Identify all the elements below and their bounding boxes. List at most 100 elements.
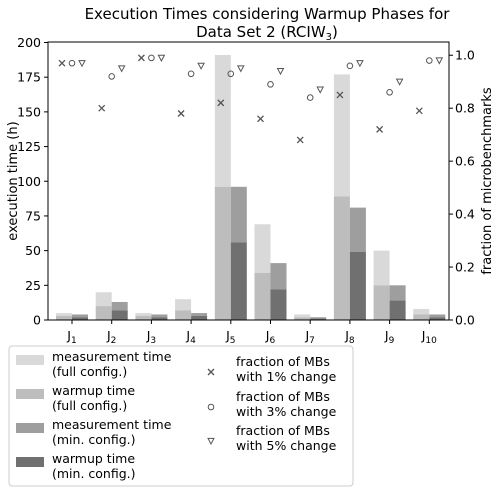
bar-full-measurement: [95, 292, 112, 307]
bar-full-warmup: [254, 272, 271, 320]
y2-tick-label: 0.4: [455, 207, 475, 222]
legend-swatch-full_warmup: [16, 389, 44, 399]
bar-full-warmup: [135, 315, 152, 320]
y2-axis-ticks: 0.0 0.2 0.4 0.6 0.8 1.0: [449, 48, 475, 328]
marker-p5: [197, 62, 205, 70]
marker-p3: [346, 62, 354, 70]
bar-min-warmup: [310, 318, 327, 320]
marker-p5: [157, 54, 166, 62]
marker-p1: [217, 99, 225, 107]
y-tick-label: 125: [17, 139, 41, 154]
y-tick-label: 75: [25, 208, 41, 223]
legend-marker-p1: [207, 368, 215, 376]
bar-min-measurement: [349, 207, 366, 253]
bar-full-warmup: [175, 310, 192, 320]
legend-label-min_warmup: (min. config.): [52, 466, 136, 481]
x-tick-label: J1: [66, 328, 76, 346]
y-axis-ticks: 0 25 50 75 100 125 150 175 200: [17, 35, 48, 328]
legend-label-min_measurement: measurement time: [52, 417, 172, 432]
x-tick-label: J2: [106, 328, 116, 346]
marker-p5: [395, 78, 404, 86]
marker-p3: [306, 94, 314, 101]
y-tick-label: 175: [17, 70, 41, 85]
chart-title-subscript: 3: [326, 32, 332, 43]
bar-full-warmup: [333, 196, 350, 320]
bar-min-warmup: [429, 317, 446, 320]
marker-p5: [117, 65, 126, 73]
legend-frame: [8, 345, 354, 487]
bar-min-measurement: [310, 317, 327, 319]
legend-label-min_measurement: (min. config.): [52, 432, 136, 447]
legend-swatch-min_measurement: [16, 423, 44, 433]
legend-label-p5: fraction of MBs: [236, 423, 330, 438]
bar-min-measurement: [429, 314, 446, 318]
x-tick-label: J9: [384, 328, 395, 346]
y-tick-label: 25: [25, 278, 41, 293]
bar-full-measurement: [294, 314, 311, 318]
legend-label-full_measurement: (full config.): [52, 364, 127, 379]
y-tick-label: 150: [17, 104, 41, 119]
bar-min-warmup: [270, 289, 287, 320]
bar-full-measurement: [175, 299, 192, 311]
marker-p1: [137, 54, 145, 62]
x-tick-label: J6: [265, 328, 276, 346]
marker-p3: [148, 54, 155, 62]
marker-p1: [376, 125, 384, 133]
marker-p1: [98, 104, 106, 112]
bar-full-measurement: [373, 250, 390, 286]
chart-title-line-2: Data Set 2 (RCIW3): [196, 23, 338, 43]
legend-marker-p5: [207, 437, 215, 446]
y2-tick-label: 0.0: [455, 313, 475, 328]
marker-p3: [267, 81, 274, 88]
bar-full-warmup: [373, 285, 390, 320]
marker-p3: [426, 57, 433, 64]
x-tick-label: J10: [421, 328, 437, 346]
bar-min-warmup: [349, 252, 366, 320]
x-tick-label: J7: [304, 328, 314, 346]
bar-min-measurement: [389, 285, 406, 301]
bar-min-warmup: [111, 310, 128, 320]
bar-min-warmup: [151, 317, 168, 320]
x-tick-label: J4: [185, 328, 196, 346]
marker-p3: [187, 70, 195, 78]
bar-min-warmup: [191, 315, 208, 320]
bar-min-warmup: [230, 242, 247, 320]
bar-full-measurement: [333, 74, 350, 197]
marker-p5: [356, 60, 364, 68]
bar-min-measurement: [111, 301, 128, 311]
bar-min-measurement: [151, 314, 168, 318]
marker-p3: [68, 59, 76, 67]
markers-group: [58, 54, 444, 144]
x-tick-label: J8: [344, 328, 355, 346]
legend-label-full_measurement: measurement time: [52, 349, 172, 364]
x-axis-ticks: J1 J2 J3 J4 J5 J6 J7 J8 J9 J10: [66, 320, 437, 346]
x-tick-label: J3: [146, 328, 156, 346]
bar-min-measurement: [270, 263, 287, 290]
y-tick-label: 200: [17, 35, 41, 50]
bar-full-measurement: [56, 313, 72, 316]
y-tick-label: 100: [17, 174, 41, 189]
y2-tick-label: 0.6: [455, 154, 475, 169]
bar-min-warmup: [389, 300, 406, 320]
bar-full-warmup: [214, 186, 231, 320]
marker-p3: [108, 73, 115, 80]
marker-p1: [257, 115, 264, 123]
legend-swatch-min_warmup: [16, 457, 44, 467]
marker-p3: [386, 89, 393, 96]
y-axis-label: execution time (h): [6, 121, 21, 240]
marker-p1: [415, 107, 423, 115]
y2-tick-label: 0.8: [455, 101, 475, 116]
bar-full-measurement: [214, 54, 231, 187]
bar-full-measurement: [135, 313, 152, 316]
marker-p5: [316, 86, 325, 94]
y-tick-label: 0: [33, 313, 41, 328]
bar-min-measurement: [72, 314, 88, 318]
legend-label-p1: with 1% change: [236, 369, 337, 384]
x-tick-label: J5: [225, 328, 235, 346]
bar-full-warmup: [294, 317, 311, 320]
y2-tick-label: 1.0: [455, 48, 475, 63]
bar-full-measurement: [254, 224, 271, 273]
y2-tick-label: 0.2: [455, 260, 475, 275]
bar-full-measurement: [413, 308, 430, 315]
legend: measurement time(full config.)warmup tim…: [8, 345, 354, 487]
